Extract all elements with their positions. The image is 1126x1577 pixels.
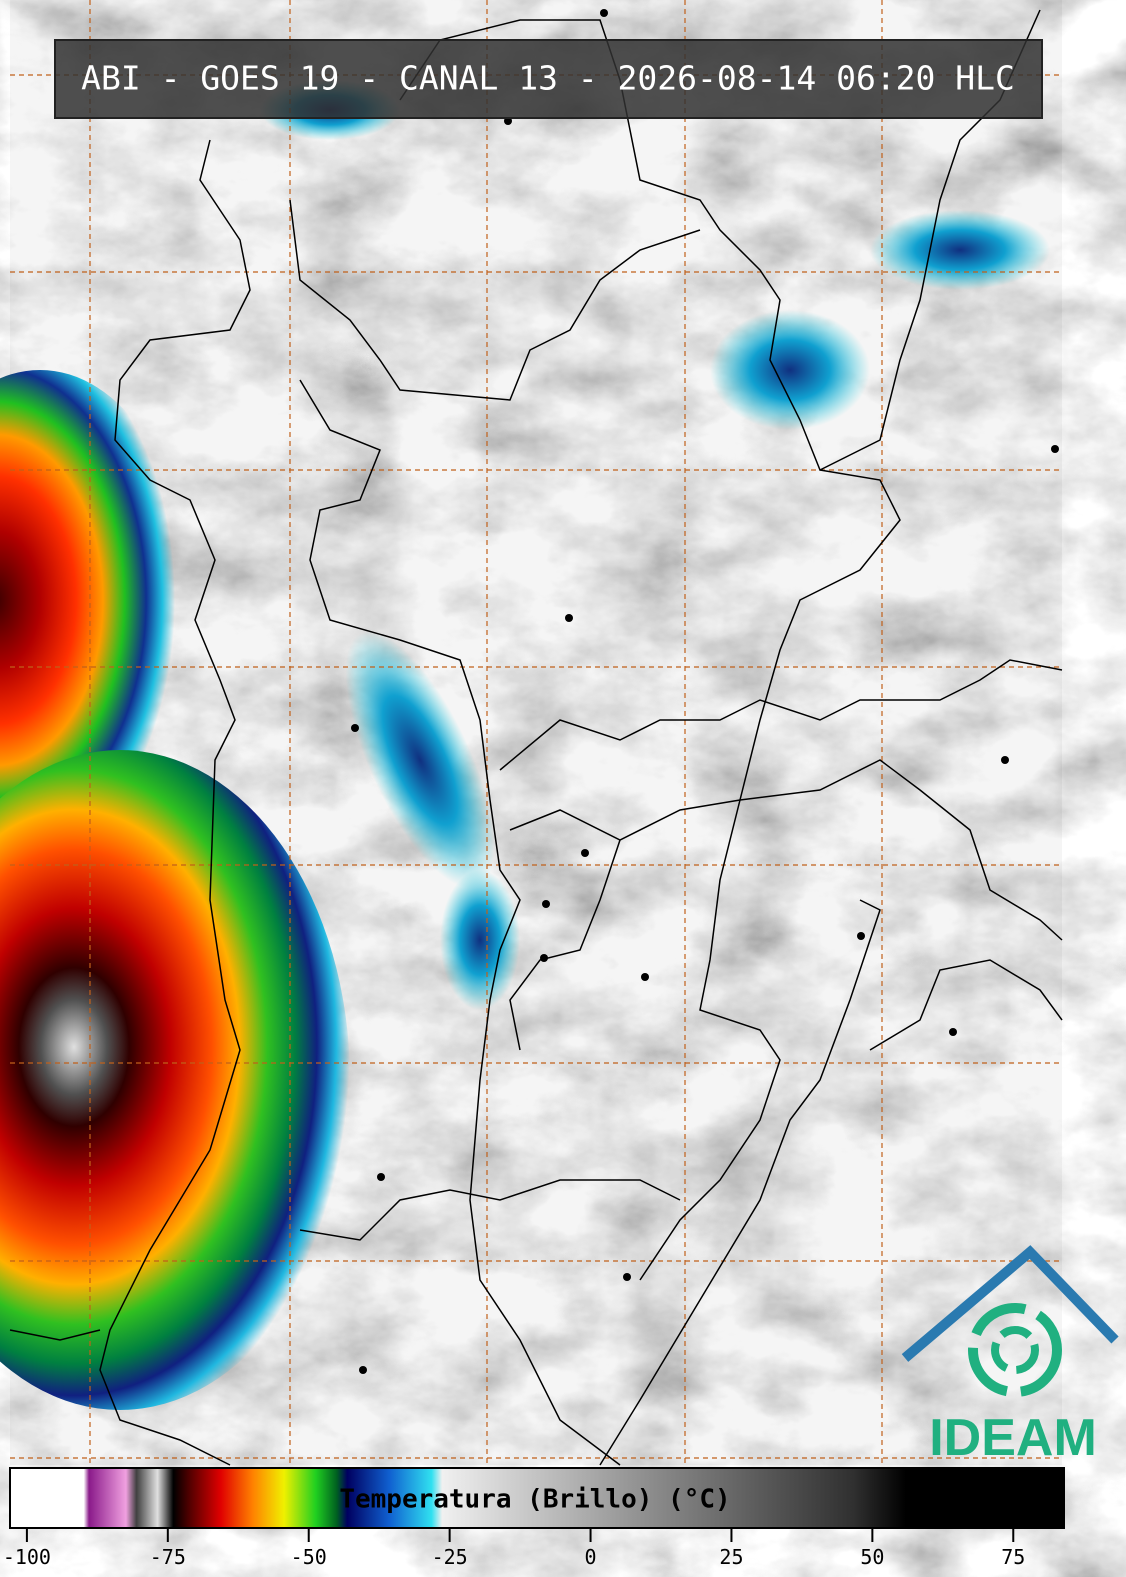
storm-system <box>0 370 190 830</box>
colorbar-tick-label: 0 <box>585 1545 597 1569</box>
ideam-logo: IDEAM <box>901 1245 1119 1467</box>
logo-swirl <box>991 1326 1039 1374</box>
colorbar-tick-label: -100 <box>3 1545 51 1569</box>
cloud-cluster <box>710 310 870 430</box>
logo-swirl <box>968 1303 1062 1397</box>
title-box: ABI - GOES 19 - CANAL 13 - 2026-08-14 06… <box>54 39 1043 119</box>
colorbar-tick-label: 25 <box>719 1545 743 1569</box>
lat-lon-grid <box>10 0 1062 1465</box>
colorbar: Temperatura (Brillo) (°C) -100 -75 -50 -25 0… <box>3 1467 1065 1569</box>
colorbar-tick-label: 75 <box>1001 1545 1025 1569</box>
colorbar-tick-label: -25 <box>432 1545 468 1569</box>
logo-roof <box>901 1245 1119 1362</box>
title: ABI - GOES 19 - CANAL 13 - 2026-08-14 06… <box>81 59 1015 98</box>
colorbar-tick-label: 50 <box>860 1545 884 1569</box>
storm-system <box>0 750 350 1410</box>
boundaries <box>9 9 1063 1466</box>
colorbar-tick-label: -75 <box>150 1545 186 1569</box>
colorbar-scale <box>9 1467 1065 1529</box>
colorbar-label: Temperatura (Brillo) (°C) <box>339 1485 730 1515</box>
title-background <box>54 39 1043 119</box>
colorbar-tick-label: -50 <box>291 1545 327 1569</box>
logo-text: IDEAM <box>929 1409 1097 1467</box>
satellite-map: IDEAM <box>0 0 1119 1467</box>
cloud-cluster <box>870 210 1050 290</box>
cloud-cluster <box>345 631 495 889</box>
cloud-cluster <box>440 870 520 1010</box>
